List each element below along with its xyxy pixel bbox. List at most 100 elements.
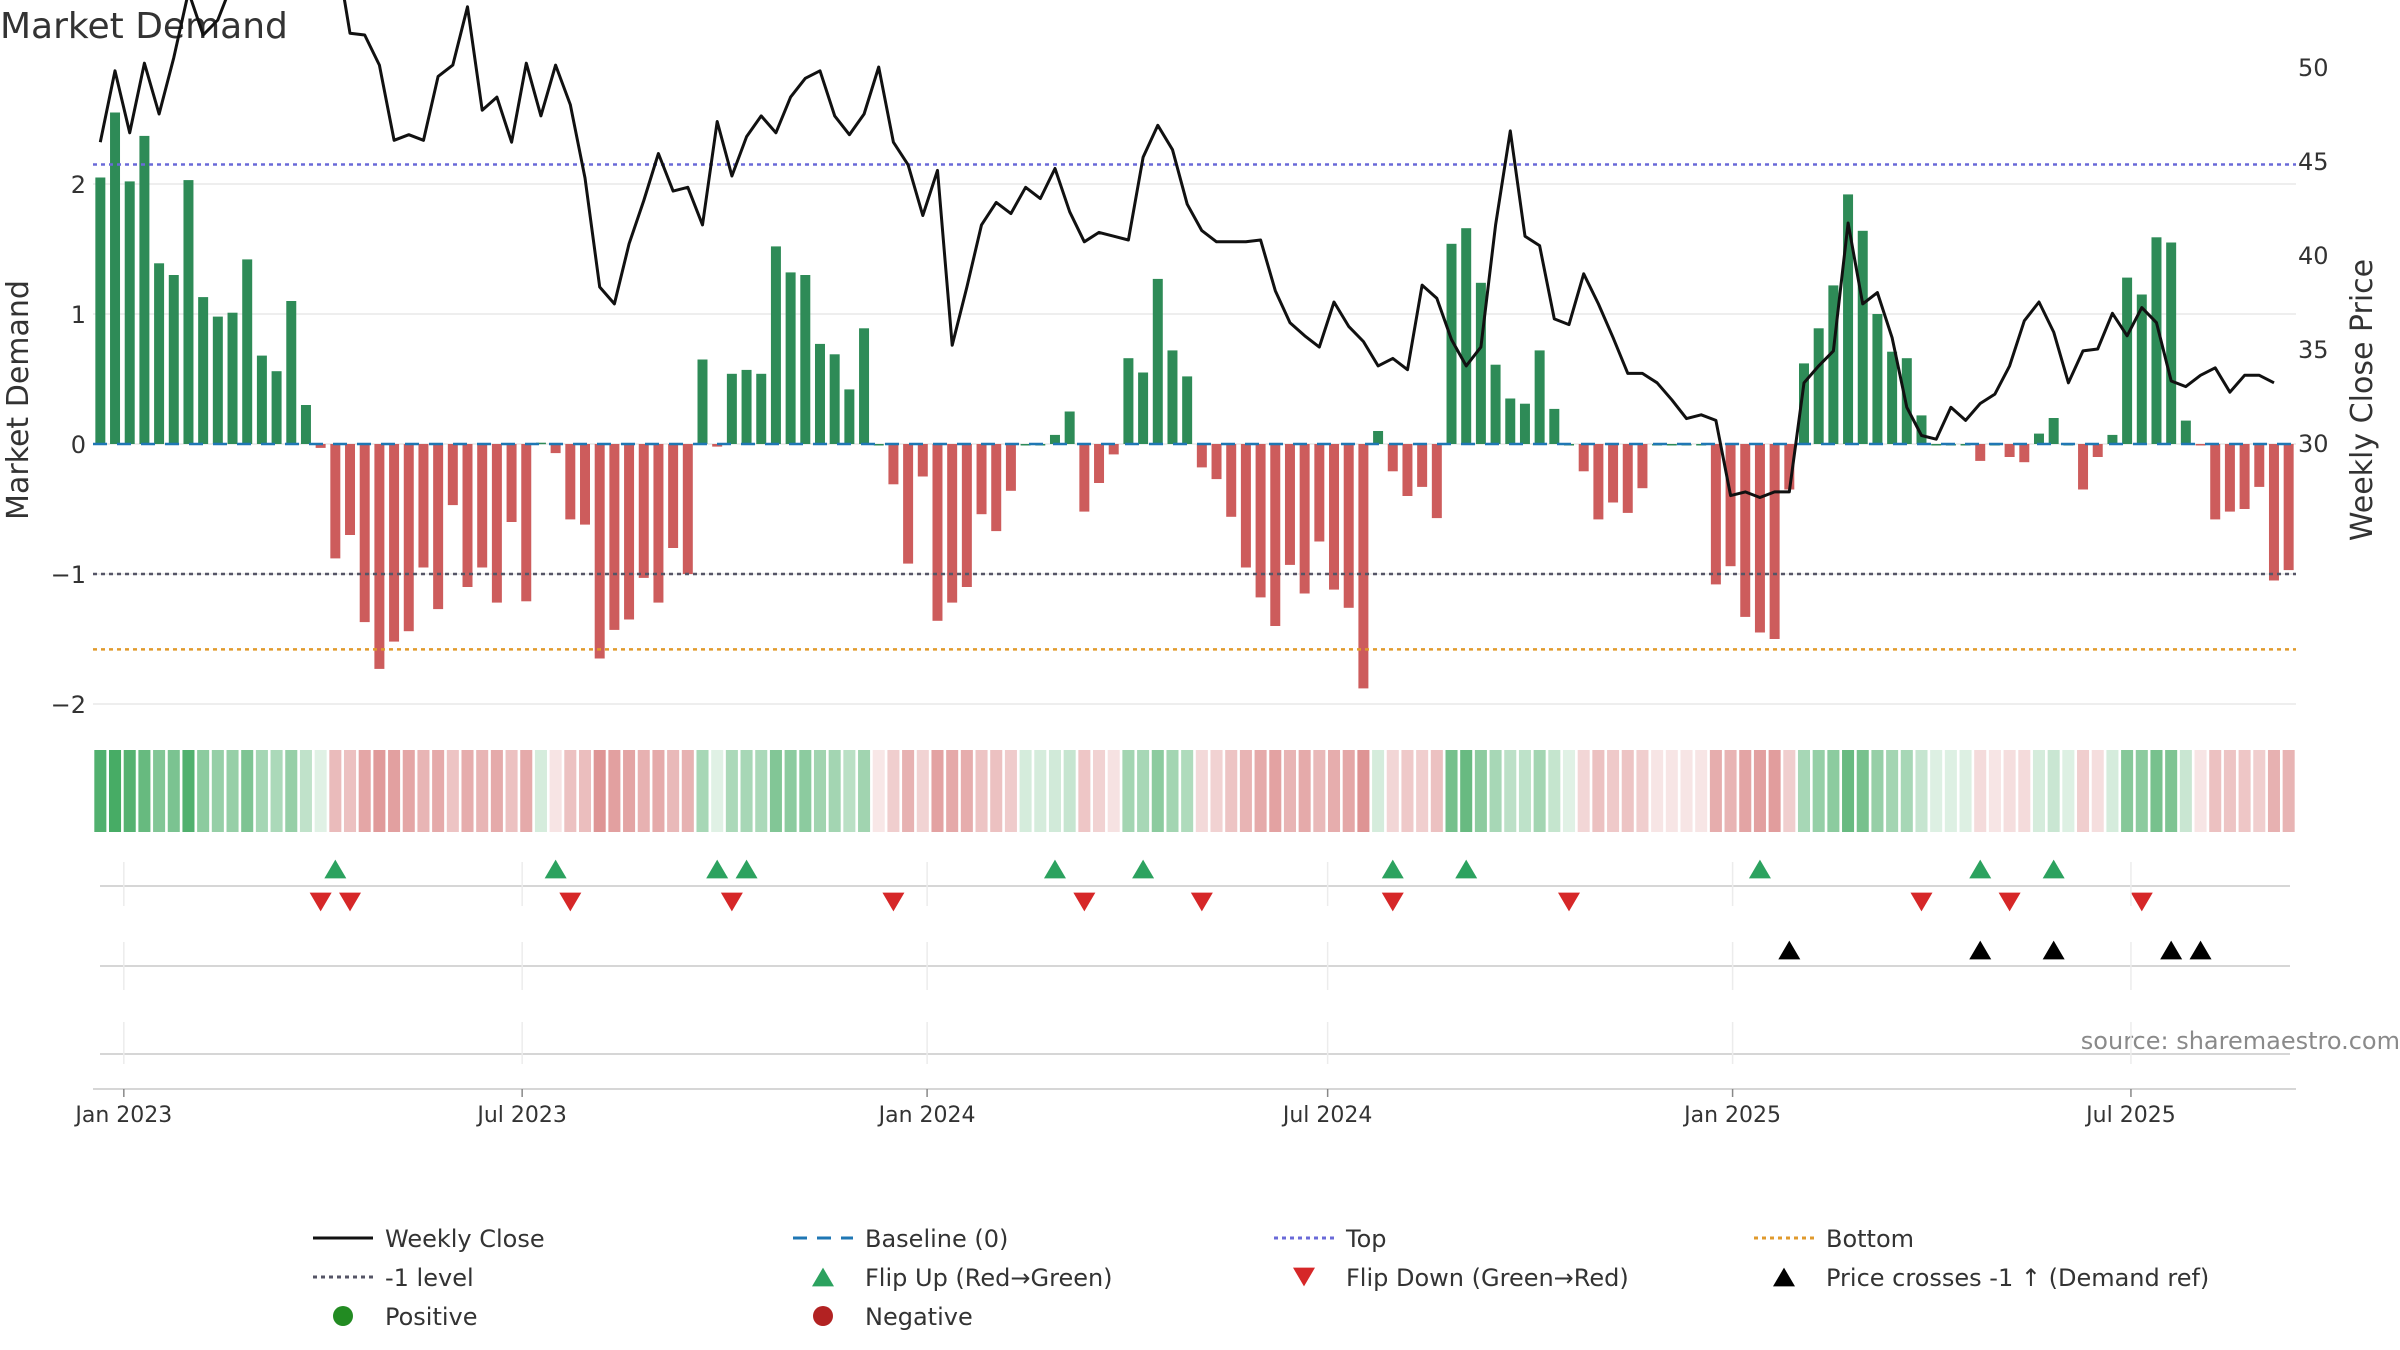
flip-up-marker: [1381, 859, 1404, 879]
flip-down-marker: [1073, 892, 1096, 912]
left-tick-label: −1: [51, 561, 86, 589]
demand-bar: [256, 355, 267, 444]
flip-down-marker: [1910, 892, 1933, 912]
heat-strip-cell: [109, 750, 122, 832]
heat-strip-cell: [1137, 750, 1150, 832]
heat-strip-cell: [1151, 750, 1164, 832]
heat-strip-cell: [784, 750, 797, 832]
demand-bar: [697, 359, 708, 444]
heat-strip-cell: [1372, 750, 1385, 832]
heat-strip-cell: [725, 750, 738, 832]
heat-strip-cell: [153, 750, 166, 832]
demand-bar: [1872, 314, 1883, 444]
heat-strip-cell: [1709, 750, 1722, 832]
date-tick-label: Jan 2025: [1682, 1103, 1781, 1128]
demand-bar: [668, 444, 679, 548]
heat-strip-cell: [520, 750, 533, 832]
demand-bar: [491, 444, 502, 603]
heat-strip-cell: [1357, 750, 1370, 832]
demand-bar: [1431, 444, 1442, 519]
date-tick-label: Jul 2024: [1281, 1103, 1373, 1128]
heat-strip-cell: [2223, 750, 2236, 832]
demand-bar: [1622, 444, 1633, 513]
legend-swatch: [812, 1267, 834, 1287]
demand-bar: [2033, 433, 2044, 444]
demand-bar: [330, 444, 341, 559]
heat-strip-cell: [417, 750, 430, 832]
demand-bar: [1211, 444, 1222, 480]
heat-strip-cell: [608, 750, 621, 832]
flip-down-marker: [1558, 892, 1581, 912]
left-axis-label: Market Demand: [1, 280, 36, 520]
heat-strip-cell: [2135, 750, 2148, 832]
weekly-close-series: [98, 0, 2275, 499]
heat-strip-cell: [2003, 750, 2016, 832]
demand-bar: [1608, 444, 1619, 503]
heat-strip-cell: [1680, 750, 1693, 832]
demand-bar: [1593, 444, 1604, 520]
demand-bar: [2195, 444, 2206, 446]
heat-strip-cell: [2179, 750, 2192, 832]
heat-strip-cell: [652, 750, 665, 832]
heat-strip-cell: [799, 750, 812, 832]
heat-strip-cell: [1797, 750, 1811, 832]
legend-label: Bottom: [1826, 1225, 1914, 1253]
heat-strip-cell: [1328, 750, 1341, 832]
demand-bar: [345, 444, 356, 535]
heat-strip-cell: [285, 750, 298, 832]
heat-strip-cell: [1812, 750, 1825, 832]
heat-strip-cell: [432, 750, 445, 832]
heat-strip-cell: [373, 750, 386, 832]
demand-bar: [594, 444, 605, 659]
demand-bar: [800, 275, 811, 444]
price-cross-marker: [2042, 940, 2065, 960]
demand-bar: [1799, 363, 1809, 444]
heat-strip-cell: [1254, 750, 1267, 832]
heat-strip-cell: [1842, 750, 1855, 832]
heat-strip-cell: [681, 750, 694, 832]
demand-bar: [1108, 444, 1119, 455]
demand-bar: [374, 444, 385, 669]
heat-strip-cell: [1210, 750, 1223, 832]
heat-strip-cell: [769, 750, 782, 832]
demand-bar: [888, 444, 899, 485]
heat-strip-cell: [696, 750, 709, 832]
demand-bar: [1064, 411, 1075, 444]
price-cross-marker: [2189, 940, 2212, 960]
demand-bar: [1740, 444, 1751, 617]
heat-strip-cell: [1474, 750, 1487, 832]
heat-strip-cell: [1342, 750, 1355, 832]
heat-strip-cell: [1181, 750, 1194, 832]
heat-strip-cell: [946, 750, 959, 832]
demand-bar: [1417, 444, 1428, 487]
heat-strip-cell: [2062, 750, 2075, 832]
heat-strip-cell: [1577, 750, 1590, 832]
demand-bar: [2166, 242, 2177, 444]
demand-bar: [1975, 444, 1986, 461]
heat-strip-cell: [1651, 750, 1664, 832]
heat-strip-cell: [1313, 750, 1326, 832]
heat-strip-cell: [1063, 750, 1076, 832]
heat-strip-cell: [1915, 750, 1928, 832]
heat-strip-cell: [1048, 750, 1061, 832]
heat-strip-cell: [1621, 750, 1634, 832]
demand-bar: [1490, 364, 1501, 444]
heat-strip-cell: [1768, 750, 1781, 832]
right-axis-label: Weekly Close Price: [2345, 259, 2380, 541]
demand-bar: [1637, 444, 1648, 489]
heat-strip-cell: [123, 750, 136, 832]
demand-bar: [2210, 444, 2221, 520]
demand-bar: [1329, 444, 1340, 590]
demand-bar: [1475, 282, 1486, 444]
right-tick-label: 35: [2298, 336, 2329, 364]
demand-bar: [1725, 444, 1736, 567]
heat-strip-cell: [1298, 750, 1311, 832]
heat-strip-cell: [1944, 750, 1957, 832]
heat-strip-cell: [1548, 750, 1561, 832]
demand-bar: [1754, 444, 1765, 633]
heat-strip-cell: [1900, 750, 1913, 832]
heat-strip-cell: [931, 750, 944, 832]
demand-bar: [1152, 278, 1163, 444]
heat-strip-cell: [1607, 750, 1620, 832]
